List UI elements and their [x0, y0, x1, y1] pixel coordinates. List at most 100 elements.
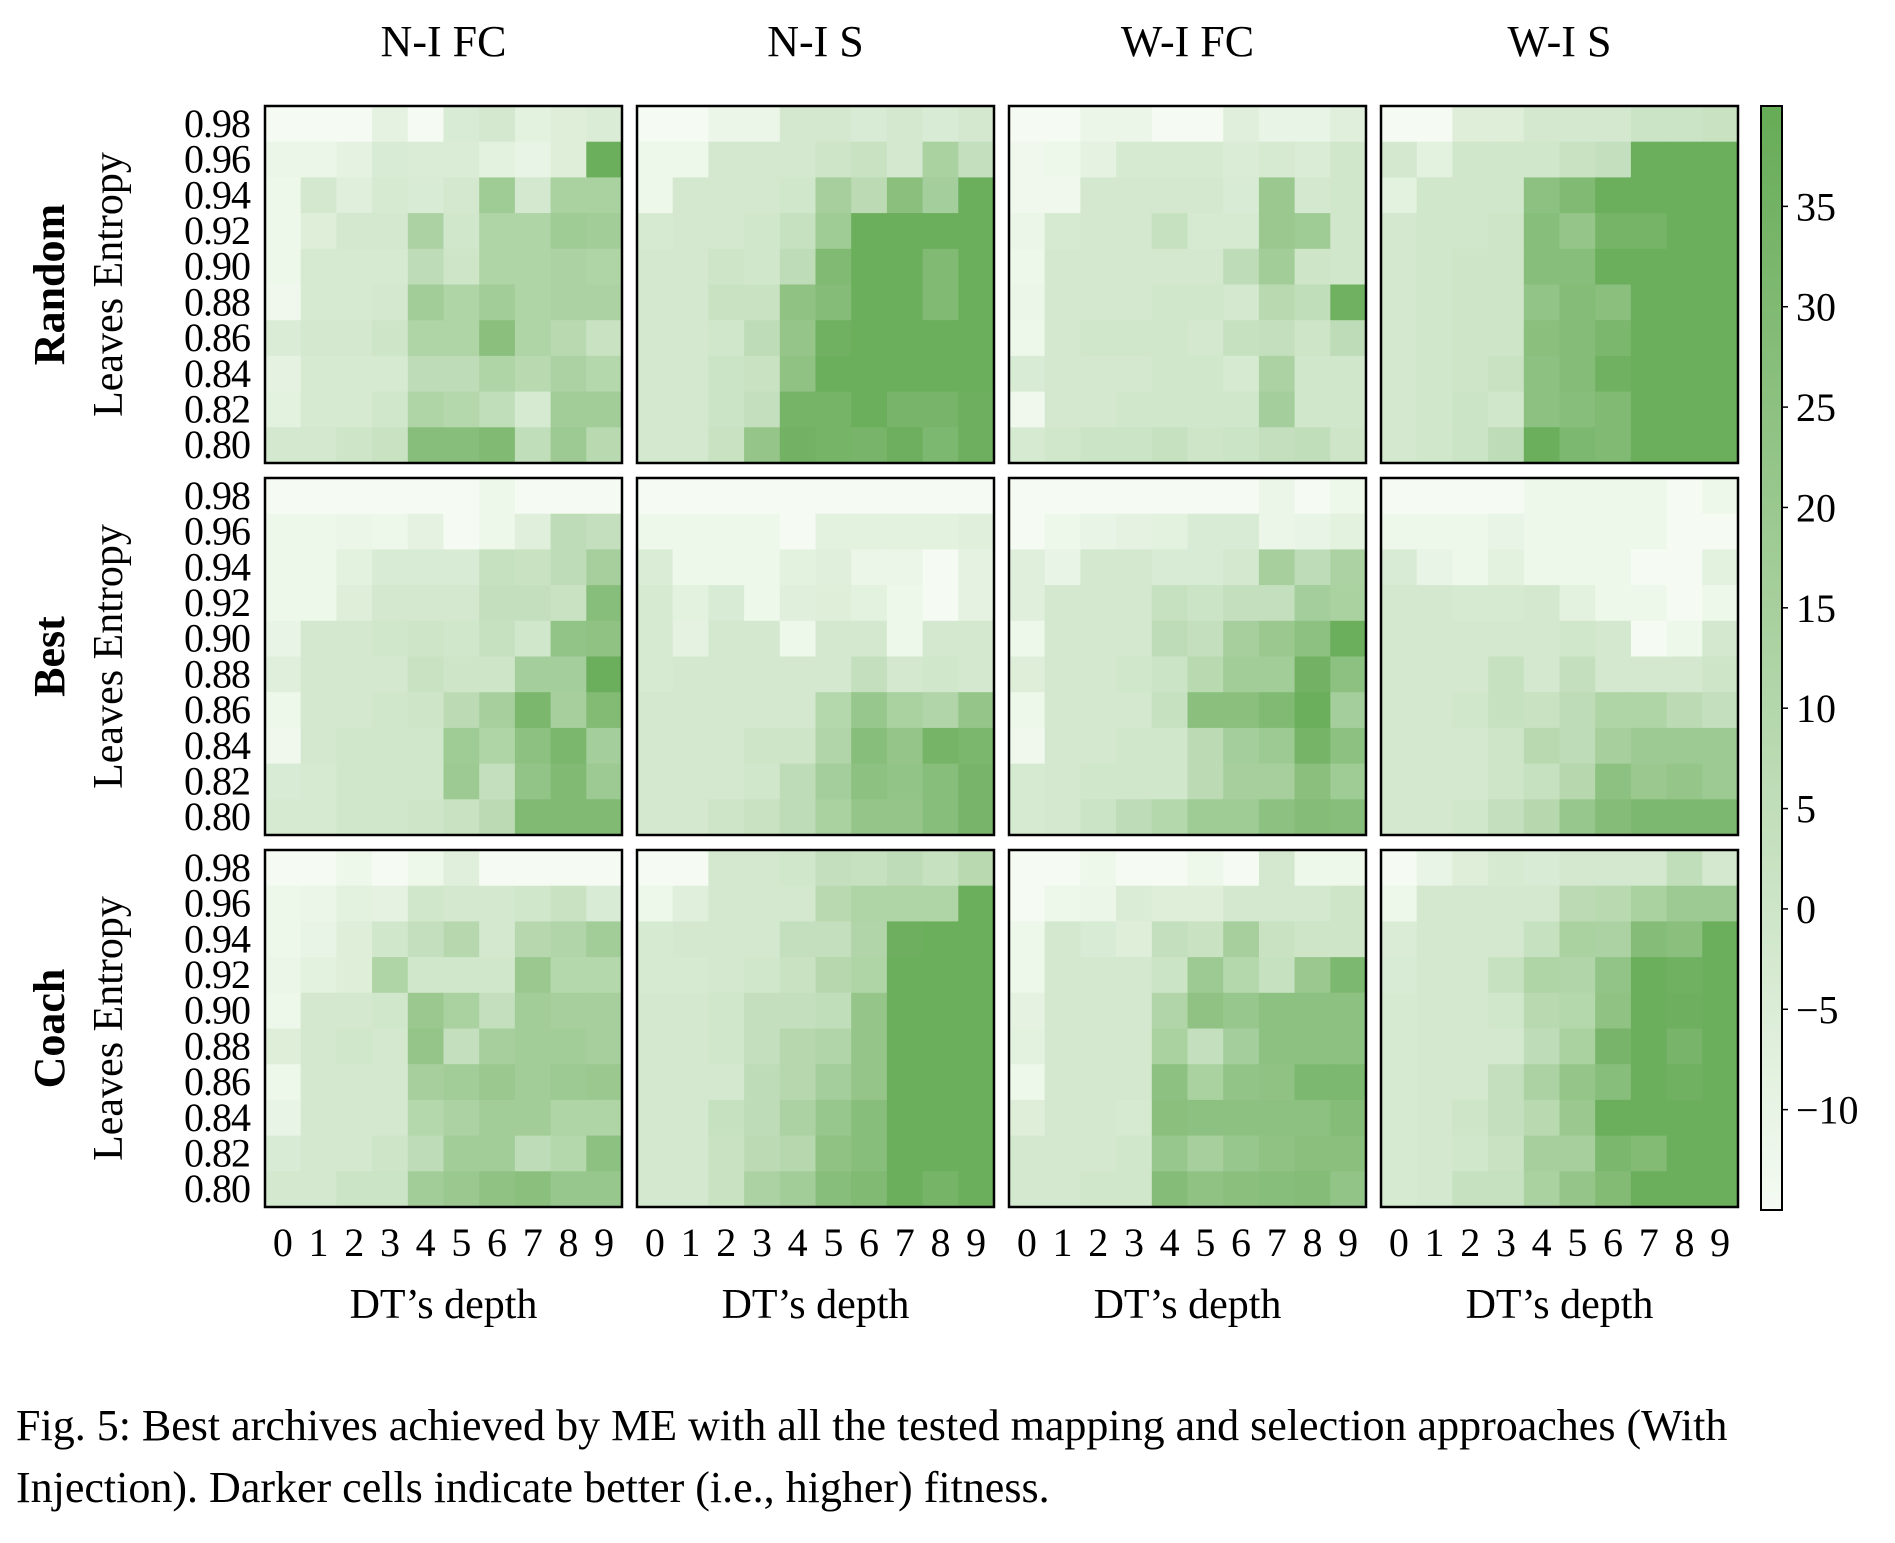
- heatmap-cell: [300, 763, 337, 800]
- panel-border: [1379, 848, 1740, 1209]
- heatmap-cell: [672, 355, 709, 393]
- heatmap-cell: [1488, 427, 1525, 464]
- heatmap-cell: [407, 549, 445, 586]
- colorbar-tick-label: 30: [1796, 285, 1836, 330]
- x-tick-label: 2: [1460, 1220, 1480, 1265]
- heatmap-cell: [1666, 692, 1703, 729]
- heatmap-cell: [407, 355, 445, 393]
- heatmap-cell: [815, 620, 852, 658]
- heatmap-cell: [1559, 141, 1596, 178]
- heatmap-cell: [586, 1171, 623, 1208]
- heatmap-cell: [1702, 549, 1739, 586]
- heatmap-cell: [1151, 284, 1189, 321]
- heatmap-cell: [922, 177, 959, 214]
- x-tick-label: 6: [1231, 1220, 1251, 1265]
- heatmap-cell: [672, 248, 709, 286]
- heatmap-cell: [443, 992, 480, 1030]
- heatmap-cell: [1330, 1135, 1367, 1172]
- y-tick-label: 0.80: [184, 1166, 250, 1211]
- heatmap-cell: [1116, 478, 1153, 515]
- y-tick-label: 0.94: [184, 916, 251, 961]
- x-tick-label: 2: [1088, 1220, 1108, 1265]
- heatmap-cell: [672, 992, 709, 1030]
- heatmap-cell: [958, 478, 995, 515]
- heatmap-panel-best-n-i-s: [635, 476, 996, 837]
- heatmap-cell: [958, 177, 995, 214]
- heatmap-cell: [1151, 957, 1189, 994]
- heatmap-cell: [851, 427, 888, 464]
- heatmap-cell: [1559, 513, 1596, 550]
- heatmap-cell: [372, 1171, 409, 1208]
- heatmap-cell: [922, 799, 959, 836]
- heatmap-cell: [708, 585, 745, 622]
- heatmap-cell: [550, 177, 587, 214]
- heatmap-cell: [1381, 177, 1418, 214]
- heatmap-cell: [586, 850, 623, 887]
- panel-border: [1379, 104, 1740, 465]
- heatmap-cell: [1630, 799, 1668, 836]
- heatmap-cell: [672, 141, 709, 178]
- heatmap-cell: [443, 763, 480, 800]
- heatmap-cell: [1080, 213, 1117, 250]
- heatmap-cell: [265, 427, 302, 464]
- heatmap-cell: [1116, 1028, 1153, 1065]
- heatmap-cell: [586, 427, 623, 464]
- heatmap-cell: [1523, 1171, 1561, 1208]
- heatmap-cell: [514, 320, 552, 357]
- heatmap-cell: [1452, 284, 1489, 321]
- heatmap-cell: [922, 1064, 959, 1101]
- heatmap-cell: [958, 248, 995, 286]
- heatmap-cell: [1187, 763, 1224, 800]
- heatmap-cell: [372, 177, 409, 214]
- heatmap-cell: [1595, 992, 1632, 1030]
- heatmap-cell: [1080, 620, 1117, 658]
- heatmap-cell: [1116, 585, 1153, 622]
- heatmap-cell: [637, 921, 674, 958]
- heatmap-cell: [744, 620, 781, 658]
- heatmap-cell: [514, 1028, 552, 1065]
- heatmap-cell: [1523, 177, 1561, 214]
- heatmap-cell: [1630, 549, 1668, 586]
- heatmap-cell: [300, 1171, 337, 1208]
- heatmap-cell: [1666, 284, 1703, 321]
- heatmap-cell: [744, 921, 781, 958]
- heatmap-cell: [922, 656, 959, 693]
- heatmap-cell: [1452, 427, 1489, 464]
- heatmap-cell: [1330, 957, 1367, 994]
- heatmap-cell: [779, 850, 817, 887]
- heatmap-cell: [815, 656, 852, 693]
- heatmap-cell: [1223, 763, 1260, 800]
- heatmap-cell: [300, 248, 337, 286]
- heatmap-cell: [586, 620, 623, 658]
- heatmap-cell: [550, 1099, 587, 1137]
- heatmap-cell: [1258, 549, 1296, 586]
- heatmap-cell: [1702, 850, 1739, 887]
- heatmap-cell: [1187, 513, 1224, 550]
- heatmap-cell: [407, 921, 445, 958]
- heatmap-cell: [1151, 141, 1189, 178]
- heatmap-cell: [336, 141, 373, 178]
- heatmap-cell: [1630, 391, 1668, 428]
- heatmap-panel-best-n-i-fc: [263, 476, 624, 837]
- heatmap-cell: [744, 763, 781, 800]
- heatmap-cell: [1116, 248, 1153, 286]
- heatmap-cell: [1116, 620, 1153, 658]
- heatmap-cell: [672, 1064, 709, 1101]
- heatmap-panel-random-n-i-fc: [263, 104, 624, 465]
- heatmap-cell: [1488, 1135, 1525, 1172]
- heatmap-cell: [514, 549, 552, 586]
- heatmap-cell: [851, 1135, 888, 1172]
- heatmap-cell: [1381, 885, 1418, 922]
- heatmap-cell: [886, 692, 924, 729]
- heatmap-cell: [1187, 727, 1224, 765]
- heatmap-cell: [586, 248, 623, 286]
- heatmap-cell: [708, 692, 745, 729]
- heatmap-cell: [958, 549, 995, 586]
- heatmap-cell: [1080, 106, 1117, 143]
- heatmap-cell: [1009, 692, 1046, 729]
- heatmap-cell: [550, 141, 587, 178]
- heatmap-cell: [958, 763, 995, 800]
- heatmap-cell: [637, 1171, 674, 1208]
- heatmap-cell: [1009, 355, 1046, 393]
- heatmap-cell: [922, 106, 959, 143]
